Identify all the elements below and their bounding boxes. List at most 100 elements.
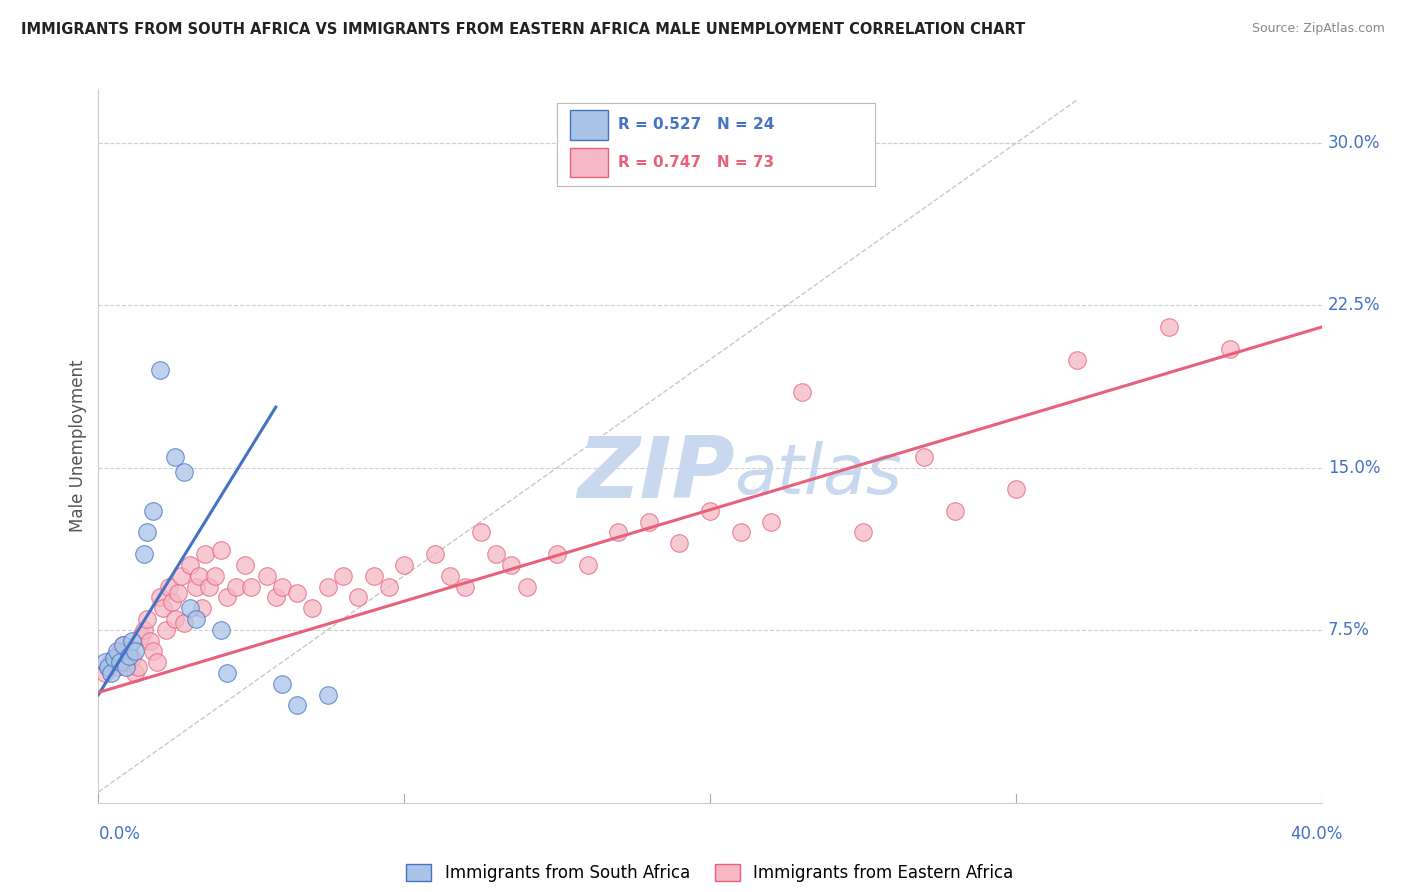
Point xyxy=(759,515,782,529)
Point xyxy=(108,655,131,669)
Point xyxy=(100,666,122,681)
Point xyxy=(316,688,339,702)
Point xyxy=(439,568,461,582)
Point xyxy=(121,633,143,648)
Point xyxy=(163,450,186,464)
Point xyxy=(121,651,143,665)
Point xyxy=(285,698,308,713)
Point xyxy=(163,612,186,626)
Point xyxy=(1157,320,1180,334)
Point xyxy=(111,638,134,652)
Point xyxy=(852,525,875,540)
Point xyxy=(142,504,165,518)
Text: 40.0%: 40.0% xyxy=(1291,825,1343,843)
Point xyxy=(730,525,752,540)
Point xyxy=(105,644,128,658)
Point xyxy=(470,525,492,540)
Point xyxy=(134,547,156,561)
Point xyxy=(790,384,813,399)
Point xyxy=(155,623,177,637)
Point xyxy=(363,568,385,582)
Point xyxy=(160,595,183,609)
Point xyxy=(423,547,446,561)
Point xyxy=(103,651,125,665)
Point xyxy=(225,580,247,594)
Point xyxy=(240,580,263,594)
Point xyxy=(129,629,152,643)
Text: 0.0%: 0.0% xyxy=(98,825,141,843)
Point xyxy=(136,612,159,626)
Point xyxy=(392,558,416,572)
Point xyxy=(270,677,292,691)
Point xyxy=(97,659,120,673)
Point xyxy=(1219,342,1241,356)
Point xyxy=(1004,482,1026,496)
Point xyxy=(157,580,180,594)
Point xyxy=(93,666,115,681)
Point xyxy=(197,580,219,594)
Point xyxy=(194,547,217,561)
Point xyxy=(256,568,278,582)
Text: ZIP: ZIP xyxy=(576,433,734,516)
Point xyxy=(97,659,120,673)
Point xyxy=(149,363,172,377)
Point xyxy=(215,666,238,681)
Point xyxy=(115,659,138,673)
Point xyxy=(93,655,115,669)
Point xyxy=(118,644,141,658)
Point xyxy=(167,586,190,600)
Point xyxy=(179,558,201,572)
Point xyxy=(127,659,149,673)
Point xyxy=(576,558,599,572)
Point xyxy=(501,558,523,572)
Text: 22.5%: 22.5% xyxy=(1327,296,1381,315)
Point xyxy=(173,616,195,631)
Point xyxy=(378,580,401,594)
Point xyxy=(186,580,208,594)
Point xyxy=(179,601,201,615)
Point xyxy=(301,601,323,615)
Point xyxy=(264,591,287,605)
Point xyxy=(1066,352,1088,367)
Point xyxy=(188,568,211,582)
Point xyxy=(170,568,193,582)
Point xyxy=(139,633,162,648)
Text: atlas: atlas xyxy=(734,441,903,508)
Point xyxy=(607,525,630,540)
Point xyxy=(100,655,122,669)
Point xyxy=(332,568,354,582)
Point xyxy=(347,591,370,605)
Point xyxy=(285,586,308,600)
Point xyxy=(191,601,214,615)
Point xyxy=(118,648,141,663)
Point xyxy=(215,591,238,605)
Point xyxy=(136,525,159,540)
Point xyxy=(668,536,690,550)
Point xyxy=(134,623,156,637)
Point xyxy=(516,580,538,594)
Text: 30.0%: 30.0% xyxy=(1327,135,1381,153)
Point xyxy=(454,580,477,594)
Point xyxy=(149,591,172,605)
Point xyxy=(943,504,966,518)
Point xyxy=(209,623,232,637)
Text: 15.0%: 15.0% xyxy=(1327,458,1381,476)
Y-axis label: Male Unemployment: Male Unemployment xyxy=(69,359,87,533)
Point xyxy=(115,655,138,669)
Point xyxy=(173,465,195,479)
Point xyxy=(105,659,128,673)
Point xyxy=(637,515,661,529)
Point xyxy=(124,666,146,681)
Point xyxy=(912,450,935,464)
Point xyxy=(145,655,167,669)
Point xyxy=(108,644,131,658)
Point xyxy=(316,580,339,594)
Point xyxy=(233,558,256,572)
Text: 7.5%: 7.5% xyxy=(1327,621,1369,639)
Point xyxy=(124,644,146,658)
Text: Source: ZipAtlas.com: Source: ZipAtlas.com xyxy=(1251,22,1385,36)
Text: IMMIGRANTS FROM SOUTH AFRICA VS IMMIGRANTS FROM EASTERN AFRICA MALE UNEMPLOYMENT: IMMIGRANTS FROM SOUTH AFRICA VS IMMIGRAN… xyxy=(21,22,1025,37)
Point xyxy=(699,504,721,518)
Point xyxy=(152,601,174,615)
Point xyxy=(209,542,232,557)
